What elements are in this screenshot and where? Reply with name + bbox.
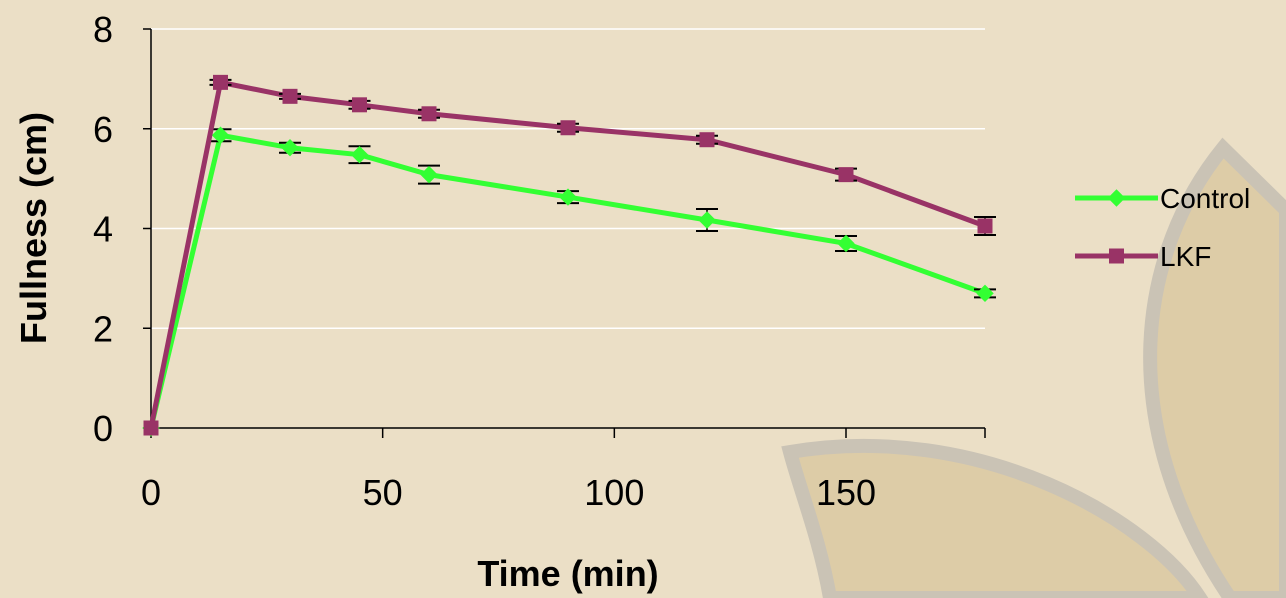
data-point <box>282 88 298 104</box>
series <box>142 74 996 437</box>
data-point <box>213 74 228 90</box>
legend-swatch-marker <box>1109 248 1124 264</box>
x-tick-label: 150 <box>816 472 876 513</box>
background-leaves <box>781 137 1286 598</box>
legend-item-lkf: LKF <box>1075 241 1211 272</box>
data-point <box>352 97 367 113</box>
data-point <box>560 120 576 136</box>
legend-label: LKF <box>1160 241 1211 272</box>
y-tick-label: 6 <box>93 109 113 150</box>
data-point <box>837 234 855 253</box>
data-point <box>699 132 715 148</box>
legend-item-control: Control <box>1075 183 1250 214</box>
leaf-small <box>781 438 1209 598</box>
y-tick-label: 2 <box>93 308 113 349</box>
series-lkf <box>143 74 996 436</box>
data-point <box>421 106 437 122</box>
data-point <box>211 126 230 144</box>
x-tick-label: 50 <box>363 472 403 513</box>
legend-label: Control <box>1160 183 1250 214</box>
y-tick-label: 0 <box>93 408 113 449</box>
legend: Control LKF <box>1075 183 1250 272</box>
data-point <box>977 218 993 234</box>
data-point <box>698 211 716 229</box>
data-point <box>281 138 299 157</box>
y-tick-label: 4 <box>93 209 113 250</box>
x-tick-label: 0 <box>141 472 161 513</box>
y-axis-title: Fullness (cm) <box>13 112 54 344</box>
axes: 0 2 4 6 8 0 50 100 150 <box>93 9 986 513</box>
data-point <box>838 167 854 183</box>
leaf-large <box>1143 137 1286 598</box>
x-axis-title: Time (min) <box>477 553 658 594</box>
y-tick-label: 8 <box>93 9 113 50</box>
x-tick-label: 100 <box>584 472 644 513</box>
data-point <box>143 420 159 436</box>
legend-swatch-marker <box>1107 189 1126 207</box>
data-point <box>420 165 438 184</box>
data-point <box>559 188 577 206</box>
data-point <box>976 284 994 303</box>
data-point <box>350 145 369 164</box>
series-control <box>142 126 996 437</box>
